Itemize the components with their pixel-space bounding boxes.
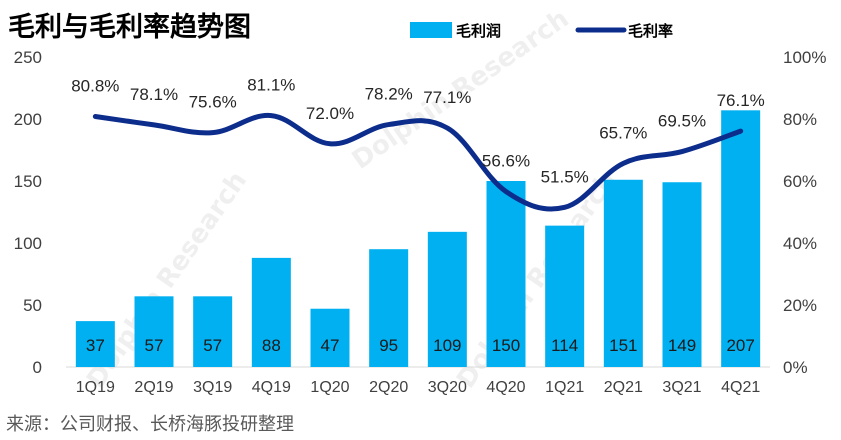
bar-data-label: 57 <box>145 336 164 355</box>
bar <box>75 321 115 367</box>
bar-data-label: 150 <box>492 336 520 355</box>
bar <box>310 308 350 367</box>
bar <box>251 257 291 367</box>
x-tick-label: 4Q20 <box>486 379 525 396</box>
y-axis-left: 0 50 100 150 200 250 <box>14 48 42 377</box>
x-tick-label: 4Q21 <box>721 379 760 396</box>
y-right-tick-label: 60% <box>783 172 817 191</box>
bar-data-label: 114 <box>551 336 578 355</box>
line-path <box>92 113 744 212</box>
x-tick-label: 4Q19 <box>252 379 291 396</box>
y-right-tick-label: 20% <box>783 296 817 315</box>
bar <box>721 110 761 367</box>
legend: 毛利润 毛利率 <box>410 22 673 40</box>
line-series <box>92 113 744 212</box>
line-data-label: 76.1% <box>717 91 765 110</box>
y-right-tick-label: 100% <box>783 48 826 67</box>
source-note: 来源：公司财报、长桥海豚投研整理 <box>6 414 294 435</box>
bar-data-label: 109 <box>433 336 461 355</box>
bar-data-label: 151 <box>609 336 637 355</box>
line-data-label: 78.1% <box>130 85 178 104</box>
line-data-label: 69.5% <box>658 112 706 131</box>
x-tick-label: 3Q19 <box>193 379 232 396</box>
bar <box>369 249 409 367</box>
bar-data-label: 95 <box>379 336 398 355</box>
x-tick-label: 2Q19 <box>134 379 173 396</box>
x-tick-label: 1Q21 <box>545 379 584 396</box>
bar-data-label: 57 <box>203 336 222 355</box>
bar-data-label: 207 <box>726 336 754 355</box>
bar <box>486 181 526 367</box>
line-data-label: 81.1% <box>247 76 295 95</box>
x-tick-label: 2Q21 <box>604 379 643 396</box>
y-left-tick-label: 100 <box>14 234 42 253</box>
x-tick-label: 1Q19 <box>76 379 115 396</box>
bar <box>603 179 643 367</box>
legend-bar-label: 毛利润 <box>456 22 501 40</box>
legend-bar-swatch <box>410 22 452 38</box>
bar <box>545 225 585 367</box>
y-left-tick-label: 0 <box>33 358 42 377</box>
line-data-label: 51.5% <box>541 167 589 186</box>
y-right-tick-label: 0% <box>783 358 808 377</box>
y-axis-right: 0% 20% 40% 60% 80% 100% <box>783 48 826 377</box>
line-labels: 80.8% 78.1% 75.6% 81.1% 72.0% 78.2% 77.1% 56.6%… <box>71 76 765 187</box>
bar <box>193 296 233 367</box>
bar-series <box>75 110 761 367</box>
chart-title: 毛利与毛利率趋势图 <box>8 11 251 43</box>
bar-data-label: 88 <box>262 336 281 355</box>
bar <box>134 296 174 367</box>
watermark-text: Dolphin Research <box>451 166 623 394</box>
bar <box>427 231 467 367</box>
y-left-tick-label: 150 <box>14 172 42 191</box>
line-data-label: 56.6% <box>482 152 530 171</box>
y-right-tick-label: 40% <box>783 234 817 253</box>
legend-line-label: 毛利率 <box>628 22 673 40</box>
line-data-label: 78.2% <box>365 85 413 104</box>
x-axis: 1Q19 2Q19 3Q19 4Q19 1Q20 2Q20 3Q20 4Q20 1Q21 2Q21… <box>76 379 761 396</box>
bar-labels: 37 57 57 88 47 95 109 150 114 151 149 207 <box>86 336 755 355</box>
x-tick-label: 3Q21 <box>662 379 701 396</box>
bar-data-label: 47 <box>321 336 340 355</box>
bar-data-label: 149 <box>668 336 696 355</box>
y-right-tick-label: 80% <box>783 110 817 129</box>
x-tick-label: 1Q20 <box>310 379 349 396</box>
x-tick-label: 3Q20 <box>428 379 467 396</box>
y-left-tick-label: 200 <box>14 110 42 129</box>
y-left-tick-label: 250 <box>14 48 42 67</box>
line-data-label: 72.0% <box>306 104 354 123</box>
bar <box>662 182 702 367</box>
x-tick-label: 2Q20 <box>369 379 408 396</box>
line-data-label: 80.8% <box>71 77 119 96</box>
line-data-label: 77.1% <box>423 88 471 107</box>
line-data-label: 65.7% <box>599 123 647 142</box>
line-data-label: 75.6% <box>189 93 237 112</box>
bar-data-label: 37 <box>86 336 105 355</box>
y-left-tick-label: 50 <box>23 296 42 315</box>
